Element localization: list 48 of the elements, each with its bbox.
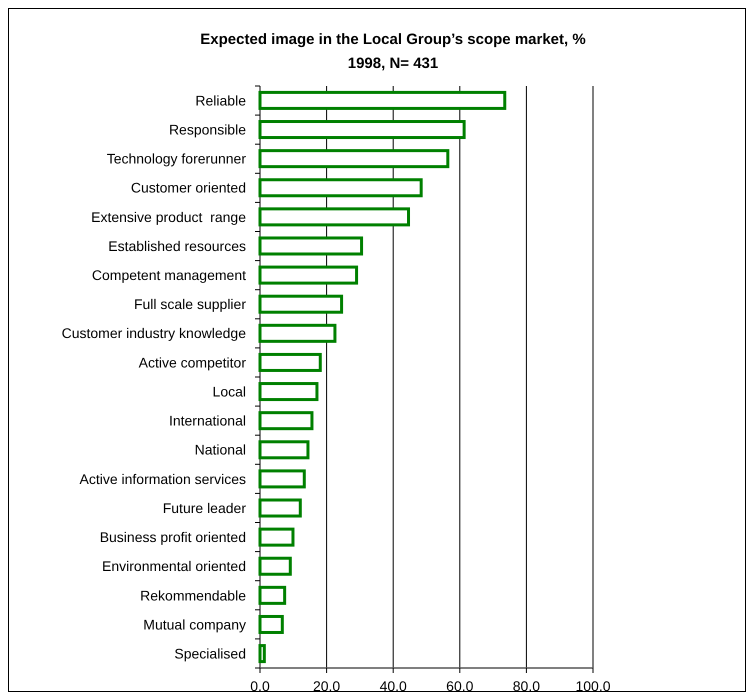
y-tick-label: Business profit oriented bbox=[100, 529, 246, 546]
y-tick-label: Local bbox=[212, 383, 246, 400]
y-tick-label: Active information services bbox=[79, 470, 246, 487]
bar bbox=[258, 644, 266, 664]
bar bbox=[258, 498, 302, 518]
x-tick-label: 80.0 bbox=[512, 678, 540, 694]
x-tick-label: 40.0 bbox=[380, 678, 408, 694]
y-tick-label: Environmental oriented bbox=[102, 558, 246, 574]
y-tick-label: Active competitor bbox=[138, 354, 246, 370]
x-tick-label: 0.0 bbox=[250, 678, 270, 694]
y-tick-label: Rekommendable bbox=[140, 587, 246, 604]
bar bbox=[258, 236, 364, 256]
bar bbox=[258, 440, 310, 460]
bar bbox=[258, 556, 292, 576]
x-tick-label: 60.0 bbox=[446, 678, 474, 694]
chart-title: Expected image in the Local Group’s scope market, % bbox=[200, 31, 586, 48]
bar bbox=[258, 120, 466, 140]
bar bbox=[258, 294, 344, 314]
y-tick-label: Established resources bbox=[108, 238, 246, 254]
x-tick-label: 100.0 bbox=[575, 678, 611, 694]
bar bbox=[258, 382, 318, 402]
y-tick-label: Future leader bbox=[162, 500, 246, 516]
bar bbox=[258, 149, 450, 168]
bar bbox=[258, 90, 506, 110]
x-tick-label: 20.0 bbox=[312, 678, 340, 694]
y-tick-label: Full scale supplier bbox=[134, 296, 246, 312]
y-tick-label: Competent management bbox=[92, 267, 246, 283]
bar bbox=[258, 207, 410, 226]
y-tick-label: Customer oriented bbox=[130, 180, 246, 196]
bar bbox=[258, 324, 336, 343]
y-tick-label: Responsible bbox=[168, 121, 246, 138]
bar bbox=[258, 266, 358, 285]
y-tick-label: National bbox=[194, 442, 246, 458]
bar bbox=[258, 586, 286, 605]
y-tick-label: Specialised bbox=[174, 645, 246, 662]
y-tick-label: Mutual company bbox=[143, 616, 246, 632]
bar bbox=[258, 614, 284, 634]
y-tick-label: Extensive product range bbox=[91, 208, 246, 225]
bar bbox=[258, 352, 322, 372]
y-tick-label: Technology forerunner bbox=[106, 150, 246, 167]
y-tick-label: International bbox=[168, 412, 246, 429]
bar bbox=[258, 178, 423, 198]
y-tick-label: Reliable bbox=[195, 92, 246, 108]
bar bbox=[258, 528, 294, 547]
y-tick-label: Customer industry knowledge bbox=[62, 325, 246, 342]
bar bbox=[258, 411, 314, 430]
bar bbox=[258, 469, 306, 488]
chart-subtitle: 1998, N= 431 bbox=[348, 55, 438, 72]
